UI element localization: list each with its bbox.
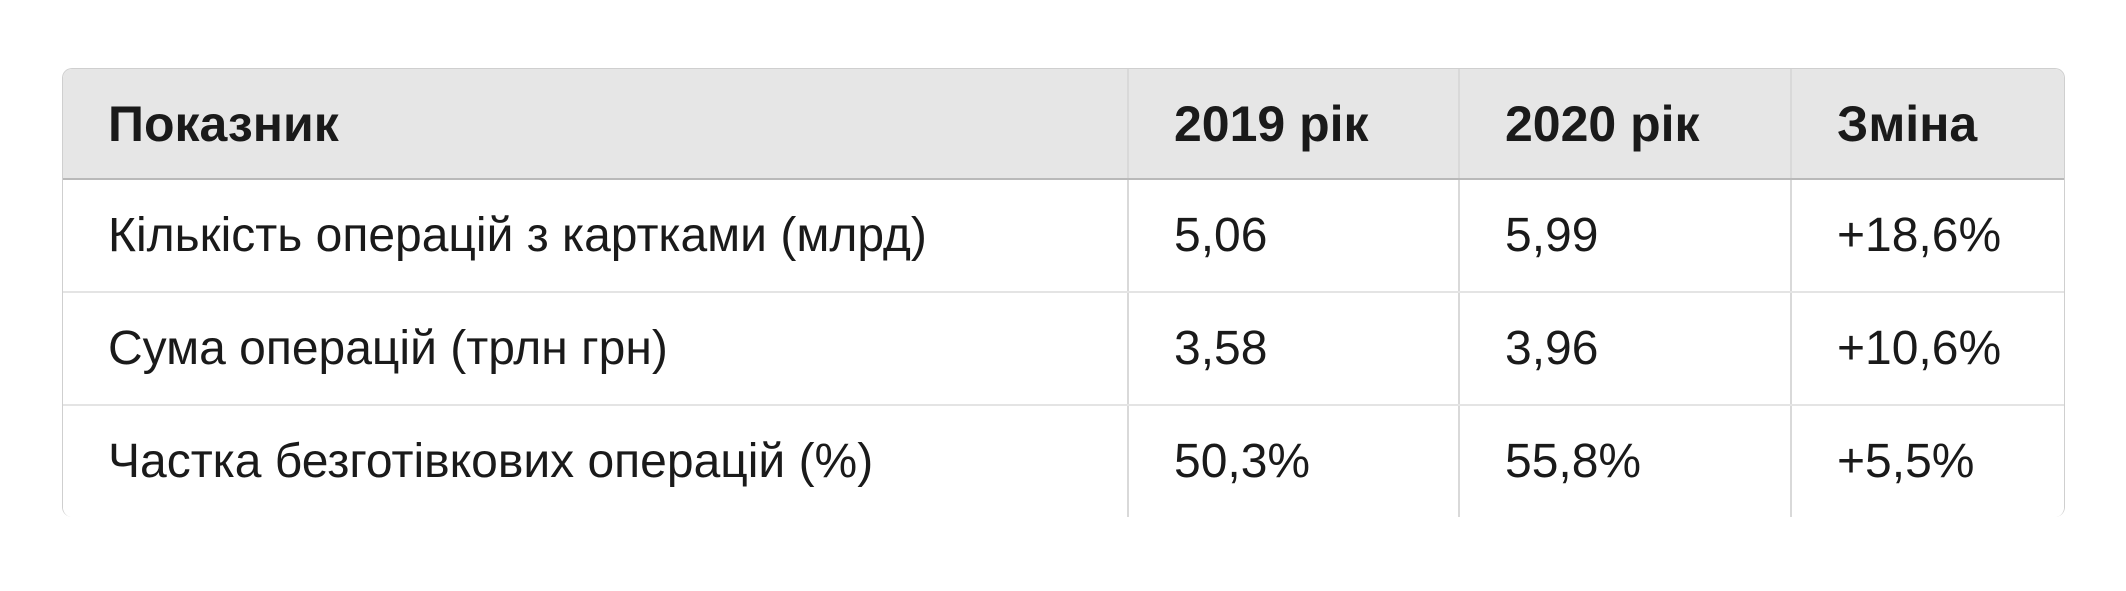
card-operations-statistics-table: Показник 2019 рік 2020 рік Зміна Кількіс…: [63, 69, 2064, 517]
table-row: Сума операцій (трлн грн) 3,58 3,96 +10,6…: [63, 292, 2064, 406]
cell-change-value: +10,6%: [1790, 292, 2064, 406]
cell-2020-value: 55,8%: [1458, 405, 1791, 517]
table-header-row: Показник 2019 рік 2020 рік Зміна: [63, 69, 2064, 180]
cell-indicator: Сума операцій (трлн грн): [63, 292, 1128, 406]
cell-2020-value: 5,99: [1458, 179, 1791, 293]
cell-2019-value: 50,3%: [1127, 405, 1459, 517]
statistics-table-container: Показник 2019 рік 2020 рік Зміна Кількіс…: [62, 68, 2065, 517]
cell-2019-value: 5,06: [1127, 179, 1459, 293]
column-header-indicator: Показник: [63, 69, 1128, 180]
cell-indicator: Частка безготівкових операцій (%): [63, 405, 1128, 517]
cell-2019-value: 3,58: [1127, 292, 1459, 406]
cell-indicator: Кількість операцій з картками (млрд): [63, 179, 1128, 293]
cell-2020-value: 3,96: [1458, 292, 1791, 406]
column-header-2019: 2019 рік: [1127, 69, 1459, 180]
cell-change-value: +18,6%: [1790, 179, 2064, 293]
cell-change-value: +5,5%: [1790, 405, 2064, 517]
table-row: Частка безготівкових операцій (%) 50,3% …: [63, 405, 2064, 517]
column-header-2020: 2020 рік: [1458, 69, 1791, 180]
table-row: Кількість операцій з картками (млрд) 5,0…: [63, 179, 2064, 293]
column-header-change: Зміна: [1790, 69, 2064, 180]
